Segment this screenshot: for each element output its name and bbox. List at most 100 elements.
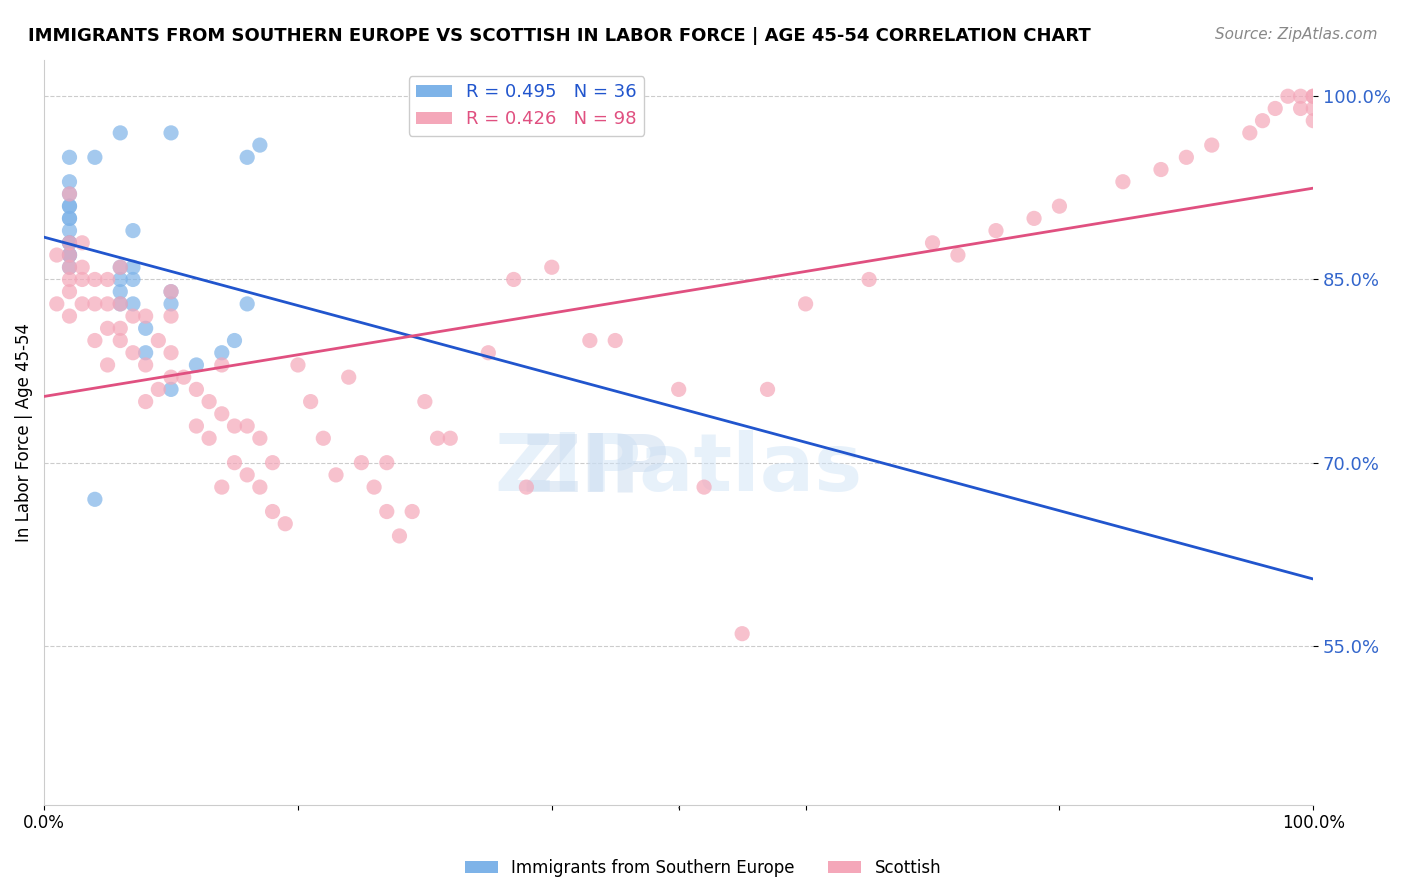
Point <box>58 260 80 275</box>
Point <box>58 224 80 238</box>
Point <box>921 235 943 250</box>
Text: ZIP: ZIP <box>523 431 669 508</box>
Point <box>45 297 67 311</box>
Point <box>236 419 259 434</box>
Point <box>731 626 754 640</box>
Point <box>135 345 157 359</box>
Point <box>70 272 93 286</box>
Point <box>224 334 246 348</box>
Point <box>249 480 271 494</box>
Point <box>110 297 132 311</box>
Point <box>1201 138 1223 153</box>
Point <box>58 272 80 286</box>
Point <box>1175 150 1198 164</box>
Point <box>58 235 80 250</box>
Point <box>58 285 80 299</box>
Point <box>224 456 246 470</box>
Point <box>579 334 602 348</box>
Point <box>299 394 322 409</box>
Point <box>249 138 271 153</box>
Point <box>477 345 499 359</box>
Point <box>426 431 449 445</box>
Point <box>110 285 132 299</box>
Point <box>110 260 132 275</box>
Point <box>274 516 297 531</box>
Text: Source: ZipAtlas.com: Source: ZipAtlas.com <box>1215 27 1378 42</box>
Point <box>350 456 373 470</box>
Point <box>97 358 120 372</box>
Point <box>122 224 145 238</box>
Point <box>160 370 183 384</box>
Point <box>312 431 335 445</box>
Point <box>160 309 183 323</box>
Point <box>122 345 145 359</box>
Point <box>122 297 145 311</box>
Point <box>337 370 360 384</box>
Point <box>325 467 347 482</box>
Point <box>70 235 93 250</box>
Point <box>97 297 120 311</box>
Point <box>58 248 80 262</box>
Point <box>413 394 436 409</box>
Point <box>1251 113 1274 128</box>
Point <box>148 334 170 348</box>
Point <box>211 358 233 372</box>
Point <box>110 260 132 275</box>
Point <box>122 272 145 286</box>
Point <box>249 431 271 445</box>
Point <box>110 126 132 140</box>
Point <box>135 358 157 372</box>
Point <box>439 431 461 445</box>
Point <box>58 199 80 213</box>
Point <box>262 504 284 518</box>
Point <box>363 480 385 494</box>
Point <box>58 186 80 201</box>
Point <box>148 383 170 397</box>
Point <box>135 321 157 335</box>
Point <box>984 224 1007 238</box>
Point <box>58 248 80 262</box>
Point <box>186 419 208 434</box>
Point <box>83 297 105 311</box>
Point <box>122 260 145 275</box>
Point <box>1150 162 1173 177</box>
Point <box>388 529 411 543</box>
Point <box>375 504 398 518</box>
Point <box>160 297 183 311</box>
Point <box>236 467 259 482</box>
Point <box>83 334 105 348</box>
Point <box>236 297 259 311</box>
Point <box>70 260 93 275</box>
Point <box>160 285 183 299</box>
Point <box>135 309 157 323</box>
Point <box>693 480 716 494</box>
Point <box>287 358 309 372</box>
Point <box>83 150 105 164</box>
Point <box>375 456 398 470</box>
Point <box>236 150 259 164</box>
Point <box>1289 102 1312 116</box>
Point <box>1302 113 1324 128</box>
Point <box>110 321 132 335</box>
Point <box>45 248 67 262</box>
Point <box>858 272 880 286</box>
Point <box>1289 89 1312 103</box>
Point <box>540 260 562 275</box>
Point <box>58 186 80 201</box>
Point <box>794 297 817 311</box>
Point <box>186 383 208 397</box>
Point <box>1049 199 1071 213</box>
Point <box>262 456 284 470</box>
Point <box>211 407 233 421</box>
Point <box>58 199 80 213</box>
Point <box>1277 89 1299 103</box>
Point <box>97 321 120 335</box>
Point <box>58 235 80 250</box>
Point <box>224 419 246 434</box>
Point <box>1302 102 1324 116</box>
Point <box>160 383 183 397</box>
Point <box>756 383 779 397</box>
Text: IMMIGRANTS FROM SOUTHERN EUROPE VS SCOTTISH IN LABOR FORCE | AGE 45-54 CORRELATI: IMMIGRANTS FROM SOUTHERN EUROPE VS SCOTT… <box>28 27 1091 45</box>
Point <box>1112 175 1135 189</box>
Legend: Immigrants from Southern Europe, Scottish: Immigrants from Southern Europe, Scottis… <box>458 853 948 884</box>
